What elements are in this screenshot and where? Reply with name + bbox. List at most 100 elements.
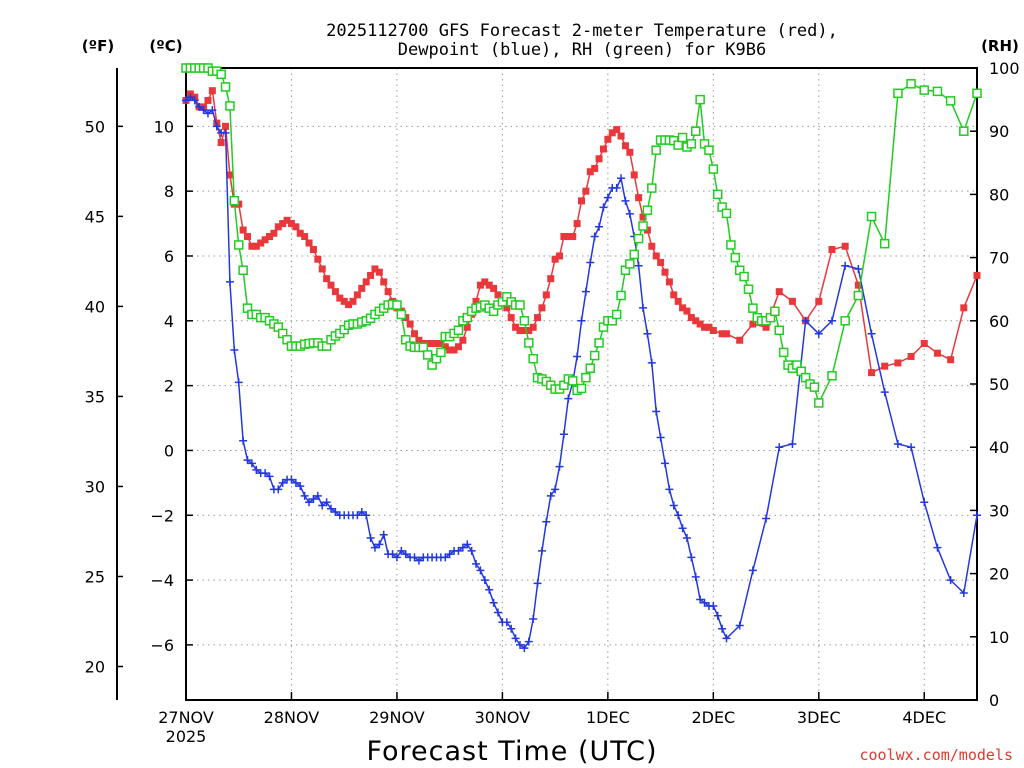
dewpoint-point bbox=[463, 540, 472, 549]
rh-tick-label: 80 bbox=[989, 185, 1009, 204]
rh-point bbox=[853, 290, 864, 301]
temperature-point bbox=[314, 255, 322, 263]
rh-point bbox=[708, 164, 719, 174]
dewpoint-point bbox=[652, 407, 661, 416]
celsius-tick-label: 4 bbox=[164, 312, 174, 331]
dewpoint-point bbox=[287, 475, 296, 484]
temperature-point bbox=[661, 268, 669, 276]
temperature-point bbox=[463, 323, 471, 331]
dewpoint-point bbox=[221, 128, 230, 137]
temperature-point bbox=[336, 294, 344, 302]
rh-point bbox=[748, 303, 758, 313]
dewpoint-point bbox=[639, 303, 648, 312]
dewpoint-point bbox=[775, 443, 784, 452]
temperature-point bbox=[428, 339, 436, 347]
rh-point bbox=[809, 382, 820, 392]
dewpoint-point bbox=[441, 553, 450, 562]
dewpoint-point bbox=[331, 508, 340, 517]
temperature-point bbox=[226, 171, 234, 179]
celsius-tick-label: 0 bbox=[164, 441, 174, 460]
dewpoint-point bbox=[687, 553, 696, 562]
dewpoint-point bbox=[362, 511, 371, 520]
temperature-point bbox=[701, 323, 709, 331]
temperature-point bbox=[762, 323, 770, 331]
dewpoint-point bbox=[515, 640, 524, 649]
temperature-point bbox=[665, 278, 673, 286]
celsius-tick-label: −4 bbox=[150, 571, 174, 590]
rh-point bbox=[827, 371, 837, 381]
celsius-tick-label: 6 bbox=[164, 247, 174, 266]
temperature-point bbox=[476, 281, 484, 289]
dewpoint-point bbox=[590, 232, 599, 241]
rh-point bbox=[866, 211, 877, 222]
rh-point bbox=[422, 350, 433, 360]
celsius-tick-label: 10 bbox=[154, 117, 174, 136]
temperature-point bbox=[538, 304, 546, 312]
rh-point bbox=[594, 338, 604, 348]
rh-point bbox=[712, 189, 723, 200]
rh-point bbox=[216, 69, 226, 80]
tick-labels: 20253035404550−6−4−202468100102030405060… bbox=[85, 59, 1020, 746]
dewpoint-point bbox=[700, 598, 709, 607]
rh-point bbox=[770, 306, 780, 317]
rh-point bbox=[814, 398, 824, 408]
celsius-tick-label: 8 bbox=[164, 182, 174, 201]
rh-tick-label: 20 bbox=[989, 565, 1009, 584]
temperature-point bbox=[854, 281, 862, 289]
temperature-point bbox=[301, 233, 309, 241]
dewpoint-point bbox=[893, 439, 902, 448]
temperature-point bbox=[371, 265, 379, 273]
temperature-point bbox=[723, 330, 731, 338]
temperature-point bbox=[244, 233, 252, 241]
temperature-point bbox=[441, 343, 449, 351]
temperature-point bbox=[674, 297, 682, 305]
dewpoint-point bbox=[401, 550, 410, 559]
temperature-point bbox=[516, 327, 524, 335]
temperature-point bbox=[573, 220, 581, 228]
dewpoint-point bbox=[691, 572, 700, 581]
dewpoint-point bbox=[533, 579, 542, 588]
temperature-point bbox=[292, 223, 300, 231]
dewpoint-point bbox=[410, 553, 419, 562]
rh-point bbox=[519, 316, 530, 326]
fahrenheit-tick-label: 35 bbox=[85, 387, 105, 406]
x-tick-label: 2DEC bbox=[691, 708, 735, 727]
rh-point bbox=[893, 88, 903, 99]
dewpoint-point bbox=[243, 456, 252, 465]
credit-text[interactable]: coolwx.com/models bbox=[859, 746, 1013, 764]
dewpoint-point bbox=[713, 611, 722, 620]
temperature-point bbox=[775, 288, 783, 296]
dewpoint-point bbox=[318, 501, 327, 510]
temperature-point bbox=[696, 320, 704, 328]
rh-point bbox=[567, 376, 578, 386]
temperature-point bbox=[569, 233, 577, 241]
temperature-point bbox=[657, 258, 665, 266]
dewpoint-point bbox=[933, 543, 942, 552]
temperature-point bbox=[705, 323, 713, 331]
rh-point bbox=[695, 94, 705, 105]
dewpoint-point bbox=[458, 543, 467, 552]
dewpoint-point bbox=[559, 430, 568, 439]
dewpoint-point bbox=[476, 566, 485, 575]
temperature-point bbox=[683, 307, 691, 315]
dewpoint-point bbox=[722, 634, 731, 643]
dewpoint-point bbox=[660, 459, 669, 468]
temperature-point bbox=[415, 336, 423, 344]
temperature-point bbox=[459, 336, 467, 344]
dewpoint-point bbox=[524, 637, 533, 646]
rh-tick-label: 40 bbox=[989, 438, 1009, 457]
temperature-point bbox=[490, 284, 498, 292]
rh-point bbox=[229, 195, 240, 206]
celsius-tick-label: −6 bbox=[150, 636, 174, 655]
dewpoint-point bbox=[827, 316, 836, 325]
dewpoint-point bbox=[467, 546, 476, 555]
rh-point bbox=[691, 126, 701, 136]
dewpoint-point bbox=[261, 469, 270, 478]
dewpoint-point bbox=[353, 511, 362, 520]
dewpoint-point bbox=[678, 524, 687, 533]
chart-title-line1: 2025112700 GFS Forecast 2-meter Temperat… bbox=[326, 21, 838, 41]
temperature-point bbox=[718, 330, 726, 338]
temperature-point bbox=[411, 330, 419, 338]
fahrenheit-tick-label: 30 bbox=[85, 477, 105, 496]
temperature-point bbox=[841, 242, 849, 250]
